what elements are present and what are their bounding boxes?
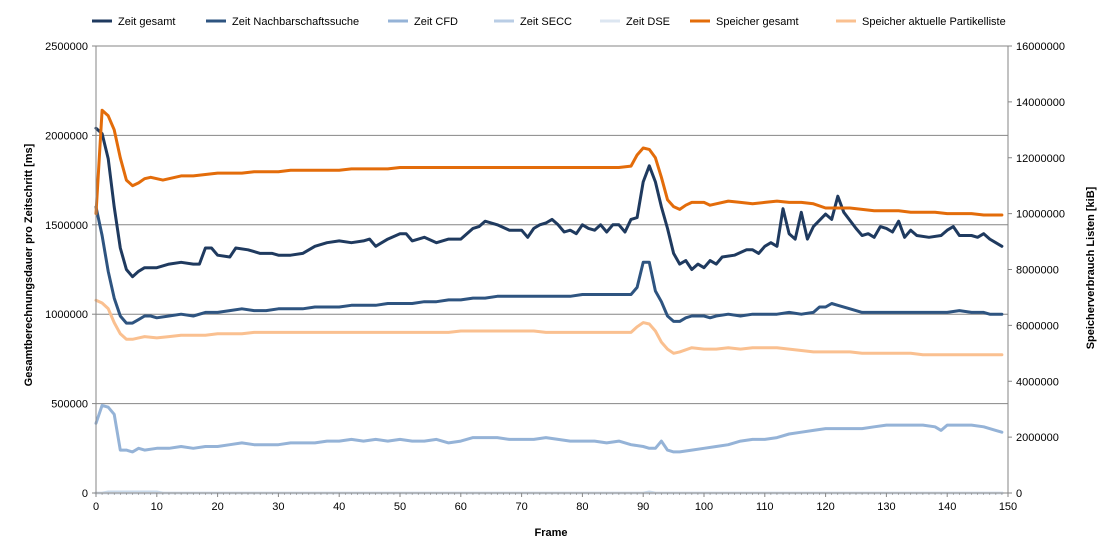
x-tick-label-14: 140 bbox=[938, 501, 956, 513]
series-line-0 bbox=[94, 126, 1004, 279]
x-tick-label-11: 110 bbox=[756, 501, 774, 513]
y2-tick-label-0: 0 bbox=[1016, 488, 1022, 500]
legend-label-1: Zeit Nachbarschaftssuche bbox=[232, 16, 359, 28]
y-tick-label-0: 0 bbox=[82, 488, 88, 500]
series-line-5 bbox=[94, 108, 1004, 217]
y-tick-label-2: 1000000 bbox=[45, 309, 88, 321]
series-layer bbox=[94, 108, 1004, 495]
y-tick-label-5: 2500000 bbox=[45, 41, 88, 53]
x-tick-label-4: 40 bbox=[333, 501, 345, 513]
axes bbox=[92, 45, 1012, 497]
grid-lines bbox=[96, 45, 1008, 405]
x-tick-label-12: 120 bbox=[816, 501, 834, 513]
legend-label-0: Zeit gesamt bbox=[118, 16, 175, 28]
series-line-2 bbox=[94, 403, 1004, 454]
x-tick-label-2: 20 bbox=[211, 501, 223, 513]
y2-tick-label-1: 2000000 bbox=[1016, 432, 1059, 444]
y2-tick-label-7: 14000000 bbox=[1016, 97, 1065, 109]
x-tick-label-3: 30 bbox=[272, 501, 284, 513]
y-tick-label-1: 500000 bbox=[51, 399, 88, 411]
x-tick-label-6: 60 bbox=[455, 501, 467, 513]
series-line-1 bbox=[94, 205, 1004, 325]
series-line-6 bbox=[94, 298, 1004, 357]
y2-axis-label: Speicherverbrauch Listen [kiB] bbox=[1085, 186, 1097, 349]
x-tick-label-1: 10 bbox=[151, 501, 163, 513]
x-tick-label-10: 100 bbox=[695, 501, 713, 513]
y-tick-label-3: 1500000 bbox=[45, 220, 88, 232]
legend-label-3: Zeit SECC bbox=[520, 16, 572, 28]
y2-tick-label-2: 4000000 bbox=[1016, 376, 1059, 388]
y2-tick-label-6: 12000000 bbox=[1016, 153, 1065, 165]
x-tick-label-9: 90 bbox=[637, 501, 649, 513]
y-axis-label: Gesamtberechnungsdauer pro Zeitschritt [… bbox=[23, 143, 35, 386]
x-tick-label-0: 0 bbox=[93, 501, 99, 513]
legend-label-4: Zeit DSE bbox=[626, 16, 670, 28]
legend: Zeit gesamt Zeit Nachbarschaftssuche Zeit … bbox=[92, 16, 1006, 28]
y2-tick-label-3: 6000000 bbox=[1016, 320, 1059, 332]
y2-tick-label-4: 8000000 bbox=[1016, 265, 1059, 277]
x-tick-label-15: 150 bbox=[999, 501, 1017, 513]
x-axis-label: Frame bbox=[534, 527, 567, 539]
x-tick-label-13: 130 bbox=[877, 501, 895, 513]
legend-label-5: Speicher gesamt bbox=[716, 16, 799, 28]
x-tick-label-5: 50 bbox=[394, 501, 406, 513]
x-tick-label-8: 80 bbox=[576, 501, 588, 513]
tick-labels: 0 10 20 30 40 50 60 70 80 90 100 110 120 130 140 150050… bbox=[45, 41, 1065, 513]
legend-label-6: Speicher aktuelle Partikelliste bbox=[862, 16, 1006, 28]
y2-tick-label-8: 16000000 bbox=[1016, 41, 1065, 53]
y2-tick-label-5: 10000000 bbox=[1016, 209, 1065, 221]
x-tick-label-7: 70 bbox=[515, 501, 527, 513]
legend-label-2: Zeit CFD bbox=[414, 16, 458, 28]
y-tick-label-4: 2000000 bbox=[45, 130, 88, 142]
